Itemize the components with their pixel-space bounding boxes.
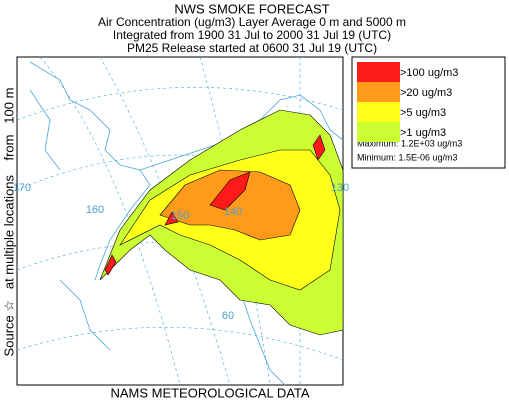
- smoke-contour: [104, 134, 326, 276]
- title: NWS SMOKE FORECAST: [174, 1, 329, 16]
- graticule-label: 150: [171, 210, 189, 222]
- legend-swatch: [357, 102, 400, 122]
- graticule-label: 170: [13, 182, 31, 194]
- graticule-label: 140: [224, 206, 242, 218]
- coastline: [29, 61, 344, 386]
- legend-label: >5 ug/m3: [400, 107, 446, 119]
- legend-label: >100 ug/m3: [400, 67, 458, 79]
- legend-swatch: [357, 122, 400, 142]
- legend-maximum: Maximum: 1.2E+03 ug/m3: [357, 138, 462, 148]
- graticule-label: 160: [86, 204, 104, 216]
- map: [16, 56, 344, 386]
- graticule-label: 130: [331, 182, 349, 194]
- legend-label: >1 ug/m3: [400, 127, 446, 139]
- subtitle: Integrated from 1900 31 Jul to 2000 31 J…: [113, 28, 391, 42]
- side-label: Source ☆ at multiple locations from 100 …: [1, 88, 16, 357]
- footer: NAMS METEOROLOGICAL DATA: [110, 385, 309, 400]
- legend-swatch: [357, 82, 400, 102]
- legend-minimum: Minimum: 1.5E-06 ug/m3: [357, 152, 458, 162]
- legend-swatch: [357, 62, 400, 82]
- subtitle: Air Concentration (ug/m3) Layer Average …: [98, 15, 406, 29]
- legend-label: >20 ug/m3: [400, 87, 452, 99]
- subtitle: PM25 Release started at 0600 31 Jul 19 (…: [127, 41, 377, 55]
- graticule-label: 60: [222, 310, 234, 322]
